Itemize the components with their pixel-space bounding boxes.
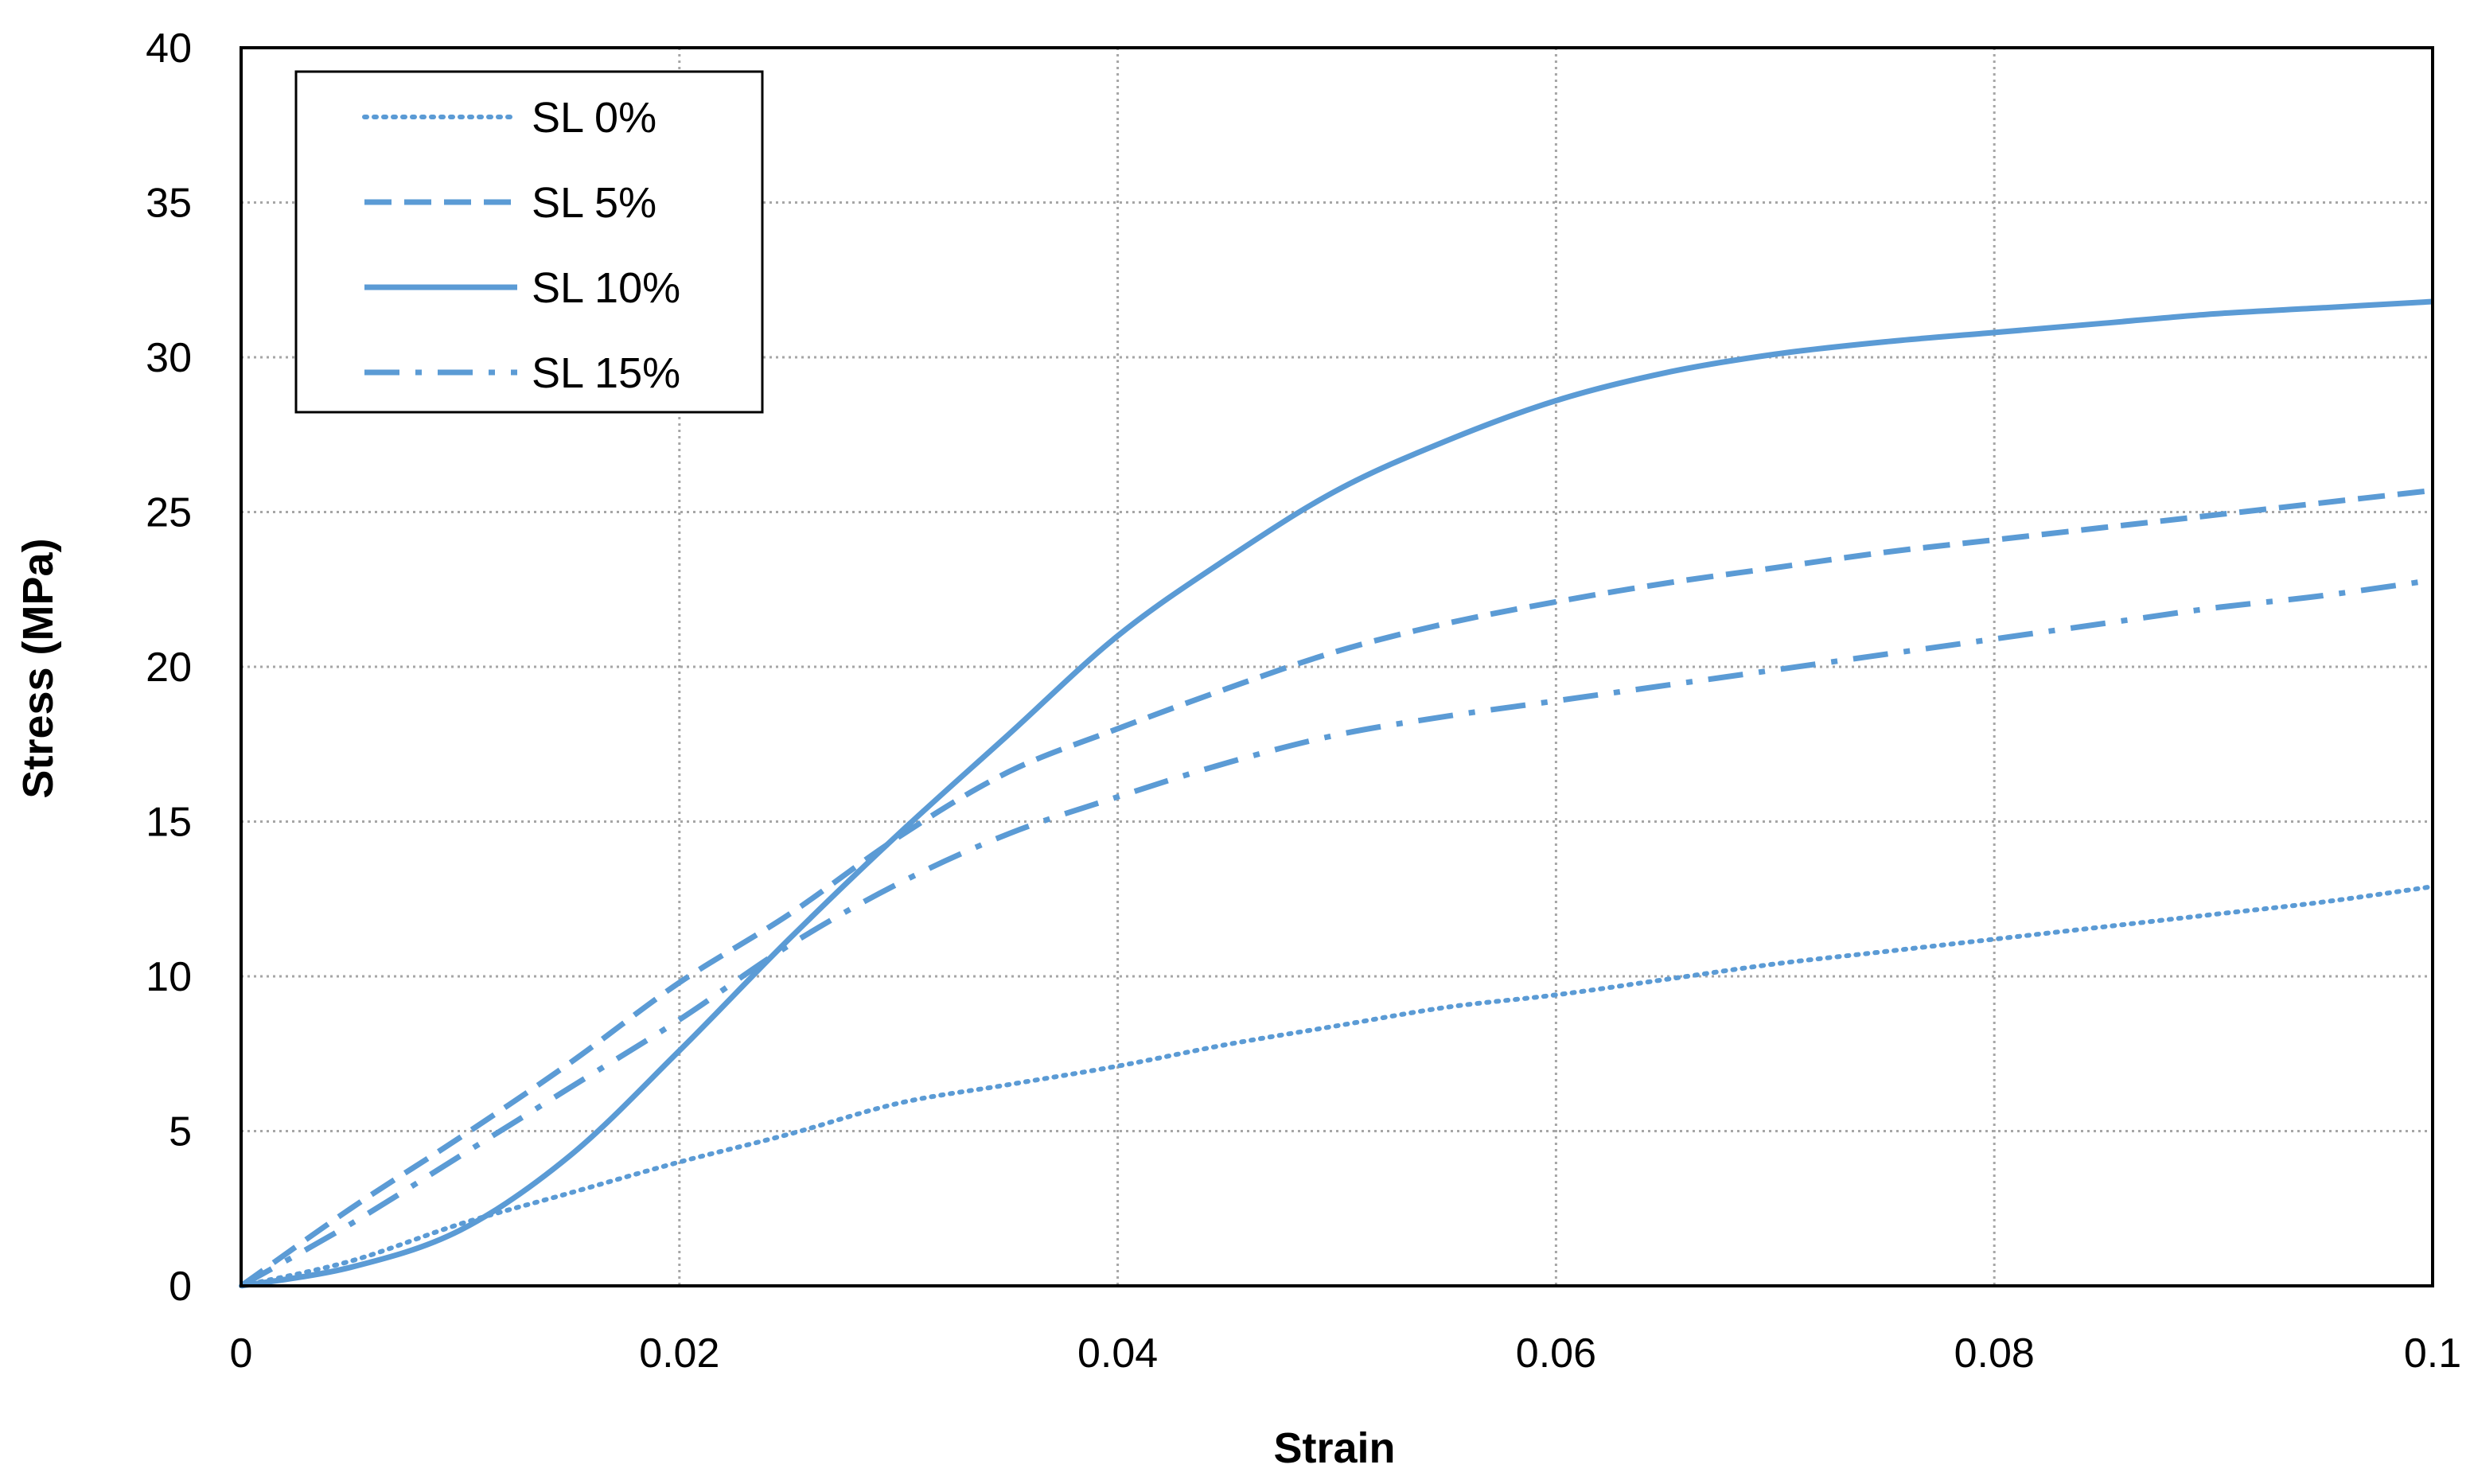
y-tick-label: 0 xyxy=(169,1264,192,1310)
x-tick-label: 0.02 xyxy=(639,1330,719,1377)
y-tick-label: 25 xyxy=(146,490,192,536)
y-axis-title: Stress (MPa) xyxy=(14,538,62,798)
x-axis-title: Strain xyxy=(1273,1424,1395,1472)
y-tick-labels: 0 5 10 15 20 25 30 35 40 xyxy=(146,25,192,1310)
x-tick-labels: 0 0.02 0.04 0.06 0.08 0.1 xyxy=(230,1330,2462,1377)
gridlines xyxy=(241,48,2433,1286)
series-line-sl-10 xyxy=(240,298,2433,1289)
y-tick-label: 15 xyxy=(146,800,192,846)
series-line-sl-0 xyxy=(239,884,2435,1288)
legend-label: SL 0% xyxy=(532,94,656,142)
x-tick-label: 0.1 xyxy=(2404,1330,2461,1377)
x-tick-label: 0 xyxy=(230,1330,253,1377)
legend-label: SL 5% xyxy=(532,179,656,227)
x-tick-label: 0.06 xyxy=(1516,1330,1596,1377)
legend-label: SL 10% xyxy=(532,264,680,312)
y-tick-label: 30 xyxy=(146,335,192,381)
x-tick-label: 0.04 xyxy=(1077,1330,1158,1377)
y-tick-label: 40 xyxy=(146,25,192,72)
y-tick-label: 10 xyxy=(146,954,192,1000)
series-line-sl-15 xyxy=(240,577,2433,1289)
series-lines xyxy=(239,298,2435,1289)
series-line-sl-5 xyxy=(239,487,2433,1288)
legend-label: SL 15% xyxy=(532,349,680,397)
y-tick-label: 20 xyxy=(146,645,192,691)
plot-area-frame xyxy=(240,46,2434,1287)
legend-box xyxy=(294,70,764,414)
y-tick-label: 5 xyxy=(169,1109,192,1155)
y-tick-label: 35 xyxy=(146,181,192,227)
legend: SL 0% SL 5% SL 10% SL 15% xyxy=(294,70,764,414)
x-tick-label: 0.08 xyxy=(1954,1330,2035,1377)
